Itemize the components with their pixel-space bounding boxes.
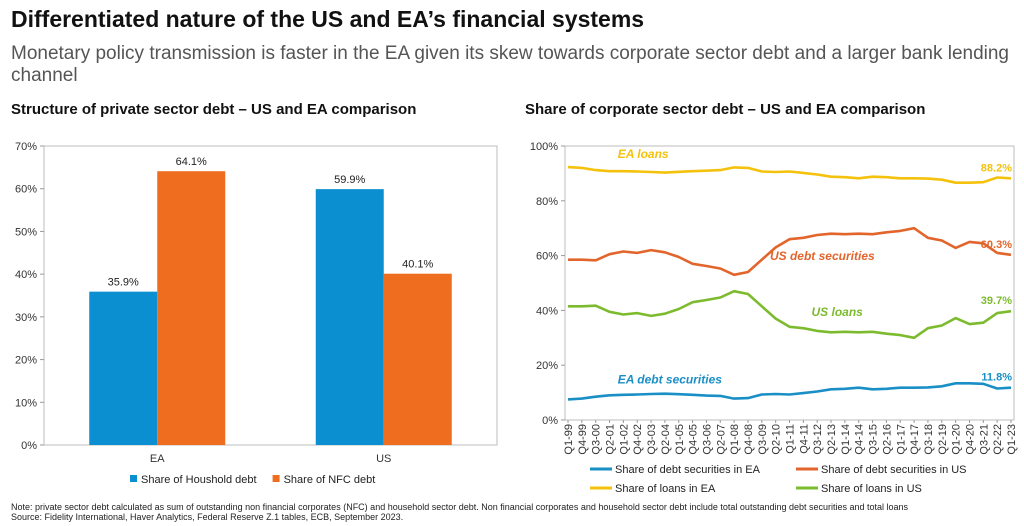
bar-data-label: 64.1% [176, 156, 207, 168]
end-value-label: 39.7% [981, 295, 1012, 307]
x-tick-label: Q2-01 [605, 424, 617, 455]
x-tick-label: Q4-11 [798, 424, 810, 454]
x-tick-label: Q3-12 [812, 424, 824, 455]
x-tick-label: Q1-23 [1006, 424, 1018, 455]
series-line [567, 381, 1012, 401]
x-tick-label: Q4-08 [743, 424, 755, 455]
footnotes: Note: private sector debt calculated as … [11, 502, 1021, 522]
x-tick-label: Q3-06 [701, 424, 713, 455]
x-tick-label: Q1-17 [895, 424, 907, 455]
legend-label: Share of loans in EA [615, 483, 716, 495]
y-tick-label: 60% [15, 184, 37, 196]
x-tick-label: Q3-18 [923, 424, 935, 455]
x-tick-label: Q1-11 [785, 424, 797, 454]
series-annotation: EA debt securities [618, 373, 723, 387]
series-line [568, 226, 1012, 277]
note-text: Note: private sector debt calculated as … [11, 502, 909, 512]
bar-data-label: 35.9% [108, 277, 139, 289]
bar [315, 189, 384, 445]
x-tick-label: Q4-17 [909, 424, 921, 455]
series-annotation: US debt securities [770, 249, 875, 263]
y-tick-label: 50% [15, 226, 37, 238]
x-tick-label: Q1-02 [618, 424, 630, 455]
x-tick-label: Q2-13 [826, 424, 838, 455]
y-tick-label: 40% [15, 269, 37, 281]
x-category-label: EA [150, 453, 165, 465]
y-tick-label: 80% [536, 196, 558, 208]
page-title: Differentiated nature of the US and EA’s… [11, 6, 645, 32]
bar [157, 171, 226, 446]
x-tick-label: Q1-14 [840, 424, 852, 455]
source-text: Source: Fidelity International, Haver An… [11, 512, 404, 522]
bar [383, 273, 452, 445]
x-tick-label: Q3-09 [757, 424, 769, 455]
bar-data-label: 59.9% [334, 174, 365, 186]
x-tick-label: Q2-16 [881, 424, 893, 455]
legend-swatch [130, 475, 137, 482]
legend-label: Share of loans in US [821, 483, 922, 495]
x-tick-label: Q3-03 [646, 424, 658, 455]
series-annotation: US loans [812, 305, 864, 319]
legend-label: Share of Houshold debt [141, 474, 257, 486]
x-tick-label: Q3-15 [868, 424, 880, 455]
x-tick-label: Q3-00 [591, 424, 603, 455]
x-tick-label: Q4-20 [964, 424, 976, 455]
y-tick-label: 0% [542, 415, 558, 427]
y-tick-label: 10% [15, 397, 37, 409]
x-tick-label: Q2-22 [992, 424, 1004, 455]
legend-label: Share of debt securities in US [821, 464, 967, 476]
right-chart-title: Share of corporate sector debt – US and … [525, 101, 926, 118]
series-annotation: EA loans [618, 147, 669, 161]
x-tick-label: Q2-07 [715, 424, 727, 455]
y-tick-label: 100% [530, 141, 558, 153]
series-line [567, 165, 1012, 184]
x-tick-label: Q4-05 [688, 424, 700, 455]
legend-label: Share of NFC debt [284, 474, 376, 486]
y-tick-label: 40% [536, 305, 558, 317]
page-subtitle: Monetary policy transmission is faster i… [11, 43, 1010, 86]
x-tick-label: Q4-99 [577, 424, 589, 455]
x-tick-label: Q1-99 [563, 424, 575, 455]
y-tick-label: 60% [536, 251, 558, 263]
end-value-label: 11.8% [981, 372, 1012, 384]
y-tick-label: 20% [15, 355, 37, 367]
end-value-label: 60.3% [981, 239, 1012, 251]
legend-swatch [272, 475, 280, 482]
x-tick-label: Q4-02 [632, 424, 644, 455]
x-tick-label: Q1-05 [674, 424, 686, 455]
x-category-label: US [376, 453, 391, 465]
y-tick-label: 0% [21, 440, 37, 452]
x-tick-label: Q3-21 [978, 424, 990, 455]
y-tick-label: 20% [536, 360, 558, 372]
series-line [568, 289, 1012, 340]
x-tick-label: Q4-14 [854, 424, 866, 455]
x-tick-label: Q2-10 [771, 424, 783, 455]
plot-frame [43, 145, 498, 446]
x-tick-label: Q2-19 [937, 424, 949, 455]
bar [89, 291, 158, 445]
y-tick-label: 70% [15, 141, 37, 153]
left-chart-title: Structure of private sector debt – US an… [11, 101, 417, 118]
legend-label: Share of debt securities in EA [615, 464, 761, 476]
x-tick-label: Q1-08 [729, 424, 741, 455]
x-tick-label: Q2-04 [660, 424, 672, 455]
x-tick-label: Q1-20 [951, 424, 963, 455]
bar-data-label: 40.1% [402, 259, 433, 271]
y-tick-label: 30% [15, 312, 37, 324]
end-value-label: 88.2% [981, 162, 1012, 174]
